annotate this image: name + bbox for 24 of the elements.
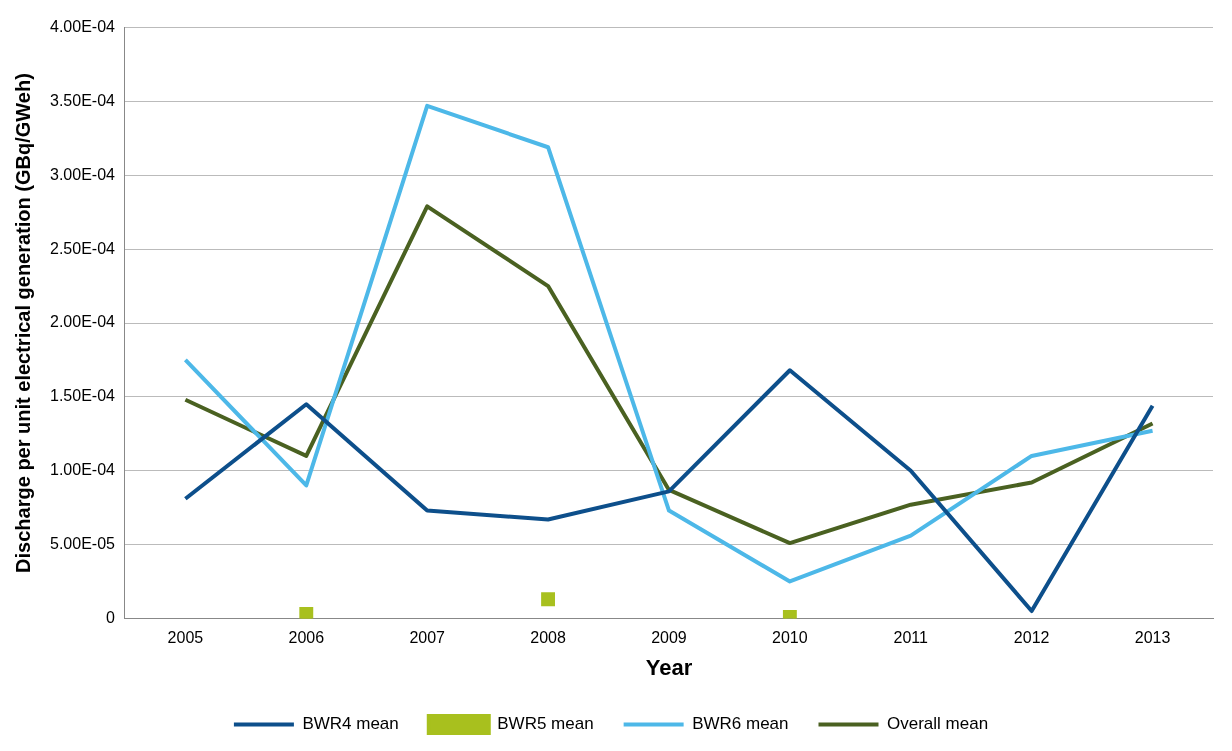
legend-label: Overall mean <box>887 714 989 734</box>
y-tick-label: 3.00E-04 <box>50 165 116 183</box>
x-tick-label: 2011 <box>893 629 929 647</box>
x-tick-label: 2008 <box>530 629 566 647</box>
x-tick-label: 2010 <box>772 629 808 647</box>
y-axis-title: Discharge per unit electrical generation (GBq/GWeh) <box>11 73 34 573</box>
y-tick-label: 1.00E-04 <box>50 461 116 479</box>
x-tick-label: 2006 <box>288 629 325 647</box>
y-tick-label: 3.50E-04 <box>50 91 116 109</box>
legend-label: BWR5 mean <box>497 714 594 734</box>
x-tick-label: 2007 <box>409 629 446 647</box>
y-tick-label: 4.00E-04 <box>50 18 116 36</box>
x-tick-label: 2009 <box>651 629 687 647</box>
x-axis-title: Year <box>645 654 693 680</box>
x-tick-label: 2012 <box>1013 629 1050 647</box>
y-tick-label: 1.50E-04 <box>50 387 116 405</box>
x-tick-label: 2013 <box>1134 629 1171 647</box>
legend-label: BWR6 mean <box>692 714 789 734</box>
legend-label: BWR4 mean <box>302 714 399 734</box>
y-tick-label: 0 <box>106 608 116 626</box>
y-tick-label: 5.00E-05 <box>50 534 116 552</box>
x-tick-label: 2005 <box>167 629 204 647</box>
y-tick-label: 2.00E-04 <box>50 313 116 331</box>
y-tick-label: 2.50E-04 <box>50 239 116 257</box>
